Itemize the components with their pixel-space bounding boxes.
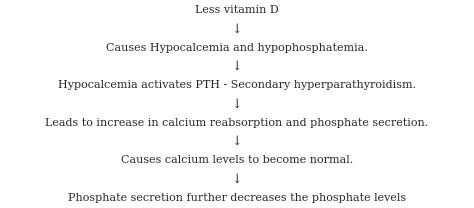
- Text: Causes calcium levels to become normal.: Causes calcium levels to become normal.: [121, 155, 353, 165]
- Text: Phosphate secretion further decreases the phosphate levels: Phosphate secretion further decreases th…: [68, 193, 406, 203]
- Text: ↓: ↓: [232, 135, 242, 148]
- Text: Hypocalcemia activates PTH - Secondary hyperparathyroidism.: Hypocalcemia activates PTH - Secondary h…: [58, 80, 416, 90]
- Text: ↓: ↓: [232, 60, 242, 73]
- Text: ↓: ↓: [232, 98, 242, 110]
- Text: ↓: ↓: [232, 23, 242, 36]
- Text: Less vitamin D: Less vitamin D: [195, 5, 279, 15]
- Text: ↓: ↓: [232, 172, 242, 185]
- Text: Leads to increase in calcium reabsorption and phosphate secretion.: Leads to increase in calcium reabsorptio…: [46, 118, 428, 128]
- Text: Causes Hypocalcemia and hypophosphatemia.: Causes Hypocalcemia and hypophosphatemia…: [106, 43, 368, 53]
